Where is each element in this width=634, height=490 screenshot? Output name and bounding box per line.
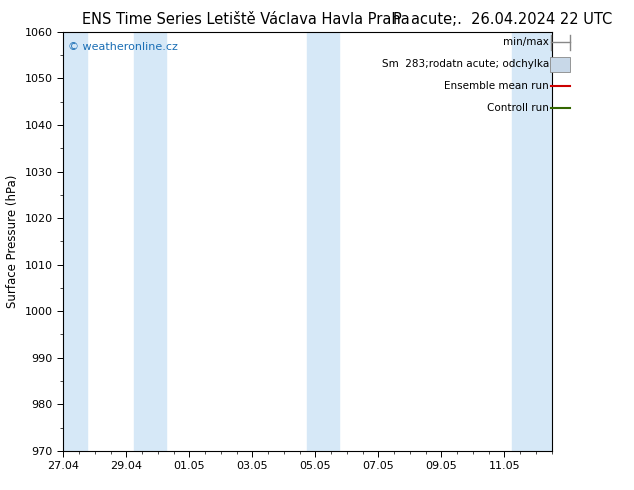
Bar <box>63 32 87 451</box>
Bar <box>512 32 552 451</box>
Text: Ensemble mean run: Ensemble mean run <box>444 81 549 91</box>
Text: Sm  283;rodatn acute; odchylka: Sm 283;rodatn acute; odchylka <box>382 59 549 69</box>
Bar <box>134 32 165 451</box>
Text: min/max: min/max <box>503 37 549 48</box>
Text: ENS Time Series Letiště Václava Havla Praha: ENS Time Series Letiště Václava Havla Pr… <box>82 12 410 27</box>
FancyBboxPatch shape <box>550 57 569 72</box>
Text: © weatheronline.cz: © weatheronline.cz <box>68 42 178 52</box>
Text: Controll run: Controll run <box>488 103 549 113</box>
Bar <box>307 32 339 451</box>
Y-axis label: Surface Pressure (hPa): Surface Pressure (hPa) <box>6 174 19 308</box>
Text: P  acute;.  26.04.2024 22 UTC: P acute;. 26.04.2024 22 UTC <box>393 12 612 27</box>
